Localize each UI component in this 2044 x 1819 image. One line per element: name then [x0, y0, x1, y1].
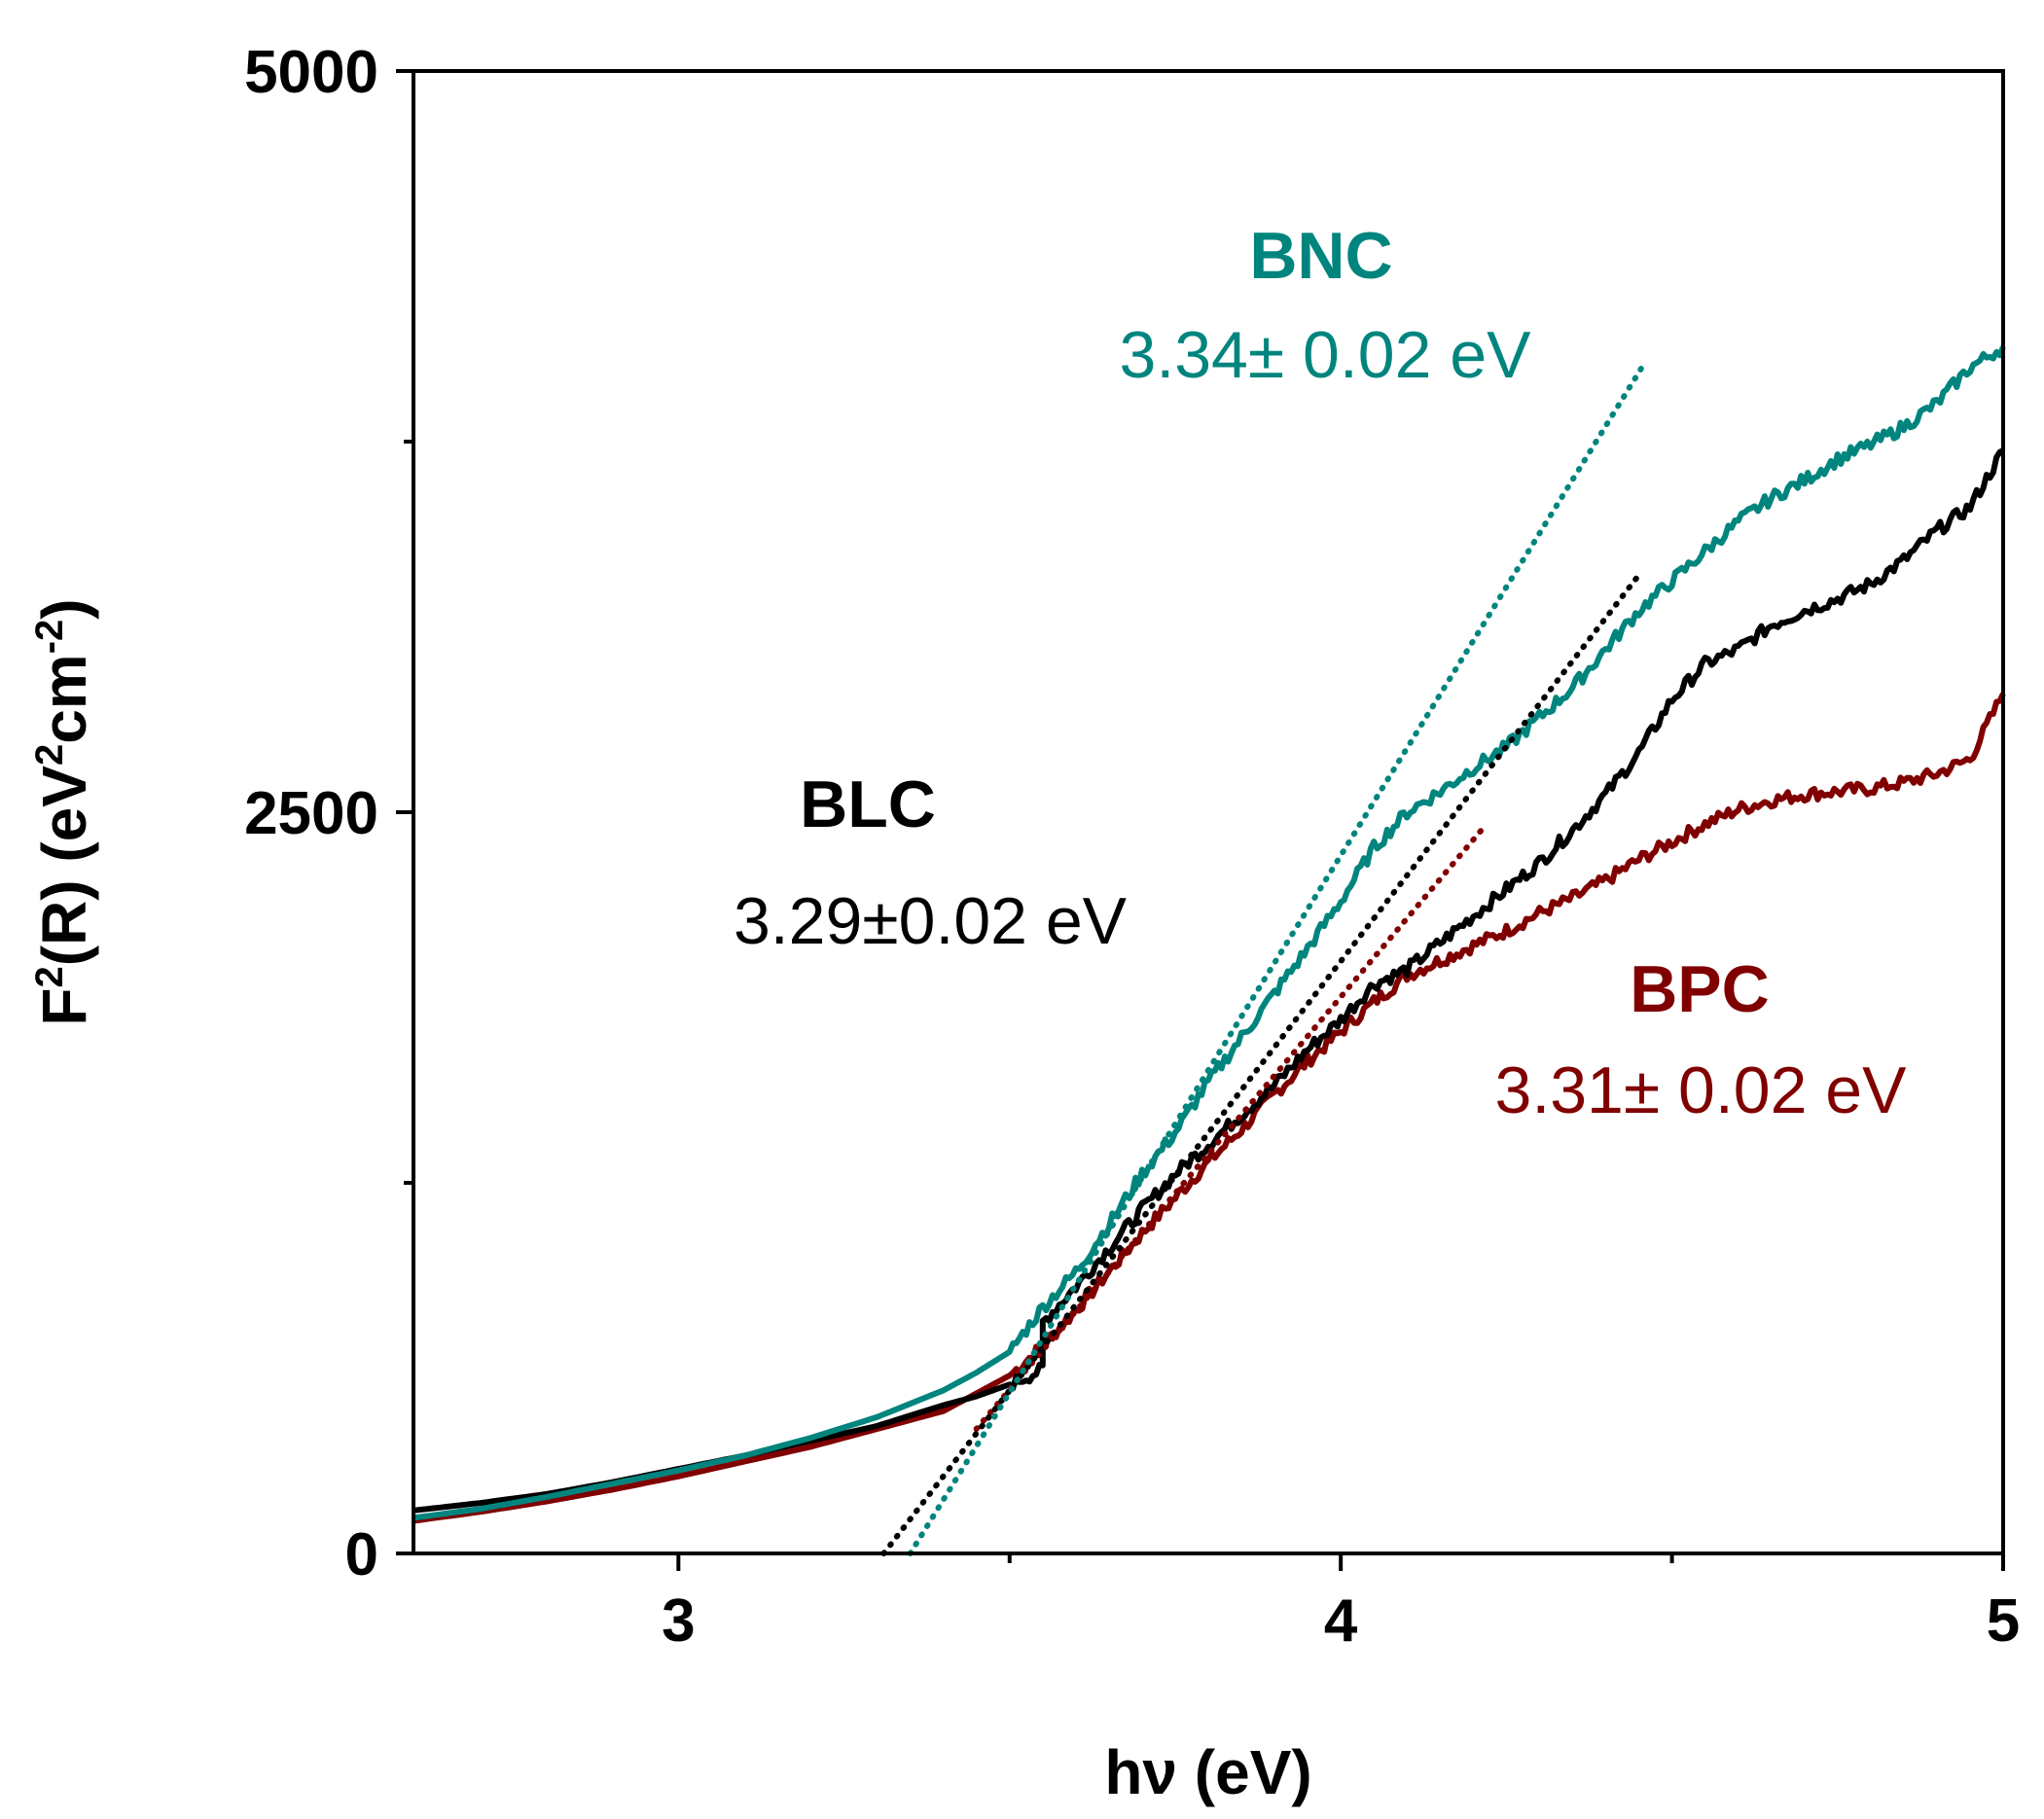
- series-name-bpc: BPC: [1630, 952, 1770, 1026]
- x-tick-label: 3: [662, 1587, 695, 1655]
- fit-lines-layer: [880, 358, 1649, 1556]
- series-gap-bnc: 3.34± 0.02 eV: [1120, 318, 1532, 392]
- fit-line-bpc: [973, 821, 1489, 1432]
- series-gap-blc: 3.29±0.02 eV: [734, 884, 1128, 958]
- plot-frame: [412, 69, 2005, 1555]
- y-tick-label: 2500: [244, 780, 378, 847]
- x-axis-title: hν (eV): [1104, 1737, 1311, 1807]
- x-tick-label: 5: [1987, 1587, 2020, 1655]
- series-name-bnc: BNC: [1249, 219, 1392, 293]
- series-line-bpc: [412, 692, 2006, 1524]
- series-gap-bpc: 3.31± 0.02 eV: [1495, 1053, 1908, 1127]
- y-tick-label: 5000: [244, 39, 378, 106]
- series-line-blc: [412, 447, 2005, 1514]
- x-tick-label: 4: [1324, 1587, 1358, 1655]
- y-axis-title: F2(R) (eV2cm-2): [28, 598, 99, 1025]
- ticks-layer: 3 4 5 0 2500 5000: [244, 39, 2020, 1655]
- series-line-bnc: [412, 345, 2006, 1521]
- fit-line-bnc: [907, 358, 1649, 1556]
- series-name-blc: BLC: [800, 767, 936, 841]
- y-tick-label: 0: [345, 1521, 378, 1588]
- series-layer: [412, 345, 2006, 1524]
